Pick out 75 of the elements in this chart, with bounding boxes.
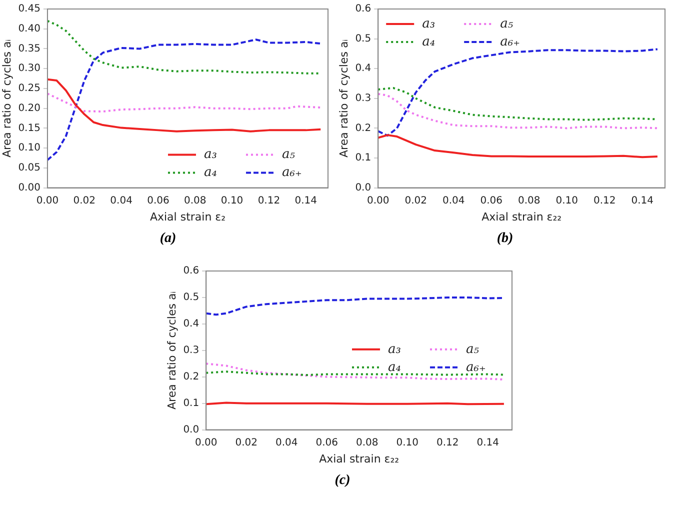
y-tick-label: 0.1	[355, 152, 372, 164]
x-tick-label: 0.02	[404, 195, 427, 206]
y-tick-label: 0.2	[355, 122, 372, 134]
y-tick-label: 0.6	[355, 4, 372, 15]
x-tick-label: 0.12	[258, 195, 280, 206]
y-tick-label: 0.20	[18, 102, 40, 114]
x-tick-label: 0.00	[194, 437, 218, 448]
x-tick-label: 0.02	[73, 195, 96, 206]
y-tick-label: 0.3	[183, 344, 200, 356]
y-tick-label: 0.5	[183, 292, 200, 304]
x-axis-title: Axial strain ε₂₂	[482, 210, 562, 224]
legend-label: a₅	[466, 342, 480, 357]
legend-label: a₄	[422, 34, 436, 50]
y-axis-title: Area ratio of cycles aᵢ	[337, 39, 350, 158]
x-tick-label: 0.08	[184, 195, 206, 206]
line-series	[378, 48, 658, 137]
x-tick-label: 0.10	[220, 195, 244, 206]
legend-label: a₄	[204, 165, 217, 180]
y-tick-label: 0.15	[18, 122, 40, 134]
legend-label: a₄	[388, 360, 401, 375]
x-tick-label: 0.08	[518, 195, 540, 206]
y-axis-title: Area ratio of cycles aᵢ	[0, 39, 14, 158]
y-tick-label: 0.25	[18, 83, 40, 94]
x-tick-label: 0.14	[631, 195, 654, 206]
y-tick-label: 0.30	[18, 63, 40, 74]
legend-label: a₅	[282, 147, 296, 162]
x-tick-label: 0.10	[556, 195, 578, 206]
y-tick-label: 0.3	[355, 92, 372, 104]
legend-label: a₆₊	[466, 360, 486, 375]
y-tick-label: 0.35	[18, 43, 40, 54]
y-tick-label: 0.4	[355, 63, 372, 74]
y-tick-label: 0.10	[18, 142, 40, 154]
y-tick-label: 0.45	[18, 4, 40, 15]
legend-label: a₃	[388, 342, 401, 357]
x-tick-label: 0.06	[147, 195, 170, 206]
x-tick-label: 0.02	[235, 437, 258, 448]
line-series	[378, 92, 658, 130]
y-tick-label: 0.1	[183, 398, 200, 409]
text: (b)	[496, 231, 514, 247]
legend-label: a₅	[500, 16, 514, 32]
line-series	[47, 92, 322, 113]
x-tick-label: 0.14	[476, 437, 499, 448]
y-axis-title: Area ratio of cycles aᵢ	[165, 291, 178, 410]
line-series	[47, 38, 322, 161]
y-tick-label: 0.0	[183, 424, 200, 436]
x-tick-label: 0.00	[36, 195, 59, 206]
y-tick-label: 0.00	[18, 182, 40, 194]
x-tick-label: 0.06	[480, 195, 502, 206]
legend-label: a₆₊	[500, 34, 520, 50]
line-series	[206, 362, 505, 381]
y-tick-label: 0.4	[183, 318, 200, 330]
x-tick-label: 0.04	[110, 195, 132, 206]
x-tick-label: 0.04	[275, 437, 298, 448]
x-tick-label: 0.10	[396, 437, 418, 448]
y-tick-label: 0.0	[355, 182, 372, 194]
legend-label: a₃	[204, 147, 217, 162]
y-tick-label: 0.05	[18, 162, 40, 174]
x-tick-label: 0.08	[356, 437, 378, 448]
x-tick-label: 0.06	[316, 437, 338, 448]
x-axis-title: Axial strain ε₂	[150, 210, 226, 224]
y-tick-label: 0.40	[18, 23, 40, 34]
x-tick-label: 0.04	[442, 195, 465, 206]
legend-label: a₆₊	[282, 165, 302, 180]
x-tick-label: 0.12	[436, 437, 459, 448]
text: (a)	[158, 231, 178, 247]
x-tick-label: 0.14	[294, 195, 317, 206]
legend-label: a₃	[422, 16, 436, 32]
y-tick-label: 0.6	[183, 266, 200, 277]
x-tick-label: 0.12	[593, 195, 616, 206]
x-axis-title: Axial strain ε₂₂	[319, 452, 400, 466]
text: (c)	[334, 473, 352, 489]
y-tick-label: 0.5	[355, 33, 372, 44]
y-tick-label: 0.2	[183, 371, 200, 382]
x-tick-label: 0.00	[366, 195, 390, 206]
line-series	[206, 296, 505, 316]
